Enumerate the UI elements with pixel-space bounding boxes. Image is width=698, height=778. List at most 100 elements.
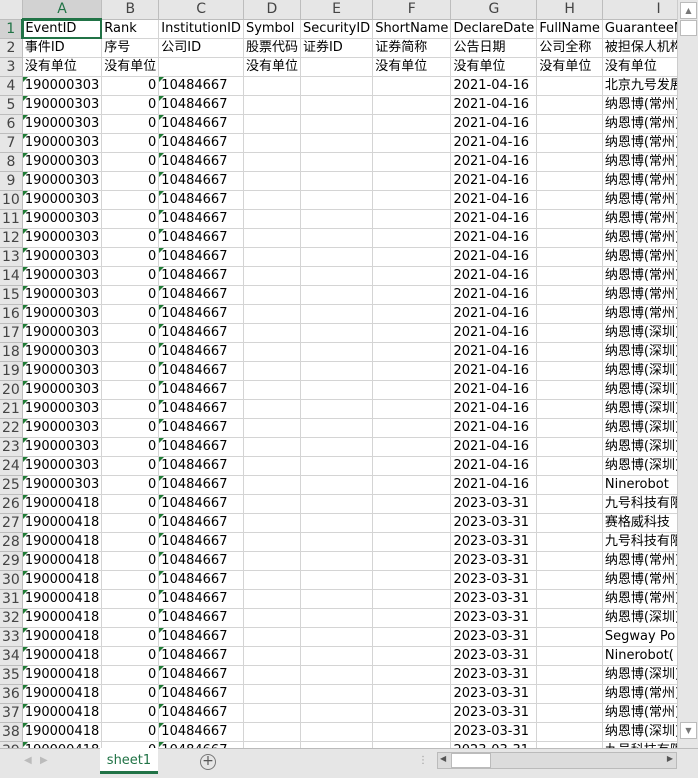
cell[interactable]: 190000303 <box>22 228 103 248</box>
cell[interactable]: 2023-03-31 <box>450 722 538 742</box>
cell[interactable] <box>300 418 374 438</box>
cell[interactable]: 纳恩博(深圳) <box>602 456 677 476</box>
cell[interactable]: 纳恩博(深圳) <box>602 342 677 362</box>
cell[interactable]: 2021-04-16 <box>450 228 538 248</box>
cell[interactable] <box>372 665 452 685</box>
cell[interactable]: 纳恩博(深圳) <box>602 399 677 419</box>
column-header-E[interactable]: E <box>300 0 374 20</box>
cell[interactable] <box>300 266 374 286</box>
cell[interactable]: Ninerobot( <box>602 646 677 666</box>
cell[interactable]: 10484667 <box>158 247 244 267</box>
cell[interactable] <box>372 323 452 343</box>
cell[interactable] <box>300 228 374 248</box>
cell[interactable]: 纳恩博(常州) <box>602 703 677 723</box>
row-header[interactable]: 32 <box>0 608 23 628</box>
cell[interactable]: 证券ID <box>300 38 374 58</box>
cell[interactable] <box>243 171 301 191</box>
scroll-up-button[interactable]: ▲ <box>680 2 697 19</box>
cell[interactable] <box>300 665 374 685</box>
cell[interactable] <box>536 361 603 381</box>
cell[interactable] <box>372 342 452 362</box>
cell[interactable]: 190000303 <box>22 190 103 210</box>
row-header[interactable]: 14 <box>0 266 23 286</box>
cell[interactable] <box>243 456 301 476</box>
cell[interactable] <box>372 114 452 134</box>
cell[interactable] <box>300 513 374 533</box>
cell[interactable] <box>243 95 301 115</box>
cell[interactable]: 190000303 <box>22 171 103 191</box>
row-header[interactable]: 15 <box>0 285 23 305</box>
cell[interactable] <box>372 380 452 400</box>
cell[interactable]: 0 <box>101 513 160 533</box>
cell[interactable] <box>372 589 452 609</box>
cell[interactable] <box>372 228 452 248</box>
cell[interactable]: 0 <box>101 323 160 343</box>
cell[interactable] <box>300 532 374 552</box>
cell[interactable] <box>243 741 301 748</box>
cell[interactable]: 190000418 <box>22 684 103 704</box>
cell[interactable]: 10484667 <box>158 228 244 248</box>
cell[interactable]: 0 <box>101 209 160 229</box>
cell[interactable] <box>372 570 452 590</box>
cell[interactable] <box>300 551 374 571</box>
scroll-right-icon[interactable]: ▶ <box>666 754 673 763</box>
cell[interactable]: 2021-04-16 <box>450 304 538 324</box>
cell[interactable]: 2021-04-16 <box>450 361 538 381</box>
cell[interactable] <box>300 285 374 305</box>
cell[interactable]: 2023-03-31 <box>450 589 538 609</box>
cell[interactable]: 0 <box>101 456 160 476</box>
cell[interactable]: 2021-04-16 <box>450 266 538 286</box>
cell[interactable] <box>300 342 374 362</box>
cell[interactable] <box>536 741 603 748</box>
cell[interactable]: 2023-03-31 <box>450 627 538 647</box>
cell[interactable] <box>536 171 603 191</box>
cell[interactable] <box>536 627 603 647</box>
cell[interactable] <box>536 304 603 324</box>
cell[interactable] <box>536 133 603 153</box>
row-header[interactable]: 38 <box>0 722 23 742</box>
cell[interactable]: 纳恩博(常州) <box>602 589 677 609</box>
cell[interactable] <box>243 114 301 134</box>
cell[interactable]: 证券简称 <box>372 38 452 58</box>
cell[interactable]: 190000418 <box>22 532 103 552</box>
cell[interactable] <box>536 323 603 343</box>
cell[interactable]: 190000418 <box>22 608 103 628</box>
row-header[interactable]: 17 <box>0 323 23 343</box>
row-header[interactable]: 16 <box>0 304 23 324</box>
cell[interactable] <box>243 627 301 647</box>
cell[interactable]: Ninerobot <box>602 475 677 495</box>
cell[interactable]: 2021-04-16 <box>450 76 538 96</box>
cell[interactable] <box>300 380 374 400</box>
cell[interactable] <box>372 266 452 286</box>
cell[interactable]: 纳恩博(常州) <box>602 209 677 229</box>
cell[interactable] <box>300 133 374 153</box>
cell[interactable] <box>300 152 374 172</box>
cell[interactable]: 2021-04-16 <box>450 418 538 438</box>
cell[interactable]: 0 <box>101 589 160 609</box>
cell[interactable]: 纳恩博(深圳) <box>602 323 677 343</box>
cell[interactable]: 0 <box>101 741 160 748</box>
cell[interactable]: 190000303 <box>22 418 103 438</box>
cell[interactable]: 2023-03-31 <box>450 551 538 571</box>
cell[interactable]: 10484667 <box>158 266 244 286</box>
row-header[interactable]: 25 <box>0 475 23 495</box>
cell[interactable]: 0 <box>101 266 160 286</box>
cell[interactable] <box>243 190 301 210</box>
cell[interactable]: 2021-04-16 <box>450 456 538 476</box>
row-header[interactable]: 31 <box>0 589 23 609</box>
cell[interactable]: 九号科技有限 <box>602 741 677 748</box>
cell[interactable] <box>372 95 452 115</box>
cell[interactable]: 0 <box>101 570 160 590</box>
cell[interactable]: 10484667 <box>158 741 244 748</box>
row-header[interactable]: 22 <box>0 418 23 438</box>
cell[interactable]: 2023-03-31 <box>450 570 538 590</box>
cell[interactable]: 2021-04-16 <box>450 342 538 362</box>
cell[interactable]: 2023-03-31 <box>450 608 538 628</box>
cell[interactable]: 2023-03-31 <box>450 646 538 666</box>
cell[interactable] <box>243 266 301 286</box>
cell[interactable]: 190000418 <box>22 570 103 590</box>
cell[interactable] <box>372 646 452 666</box>
cell[interactable] <box>243 323 301 343</box>
cell[interactable]: 纳恩博(常州) <box>602 304 677 324</box>
cell[interactable]: 2021-04-16 <box>450 285 538 305</box>
